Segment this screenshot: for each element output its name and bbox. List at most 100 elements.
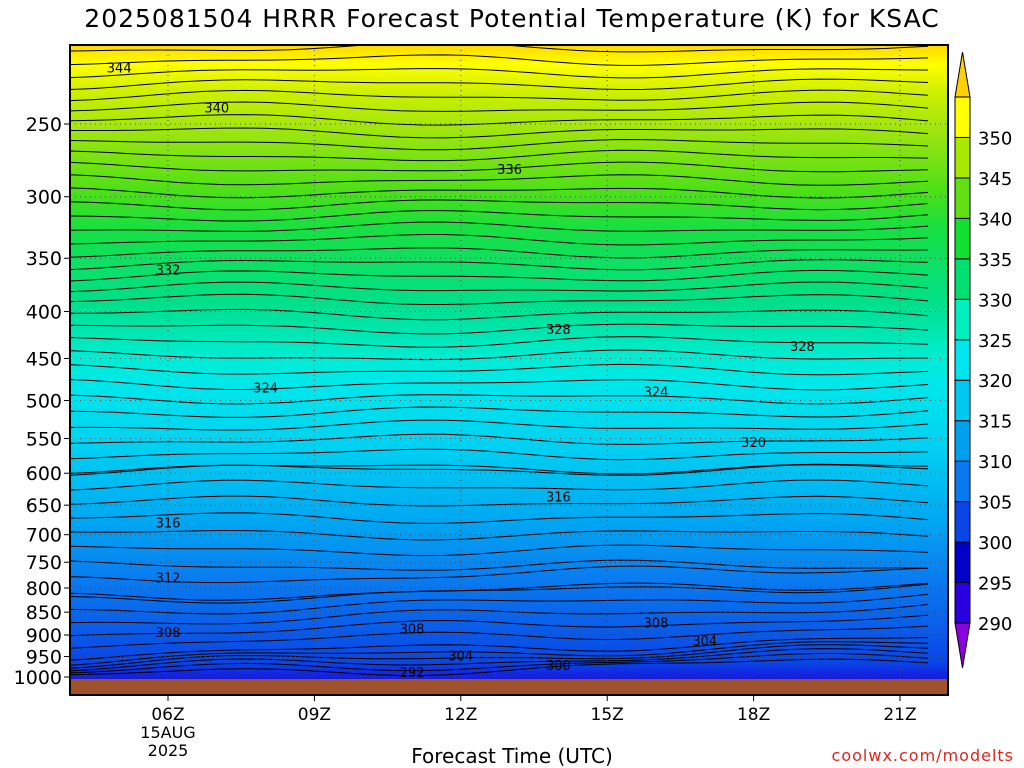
colorbar-label: 340 [978,209,1012,230]
y-tick-label: 450 [26,348,62,370]
contour-line [70,394,929,405]
ground-layer [70,679,948,695]
contour-line [70,54,929,66]
colorbar-bin [954,298,971,341]
colorbar-label: 295 [978,574,1012,595]
contour-line [70,593,929,615]
contour-line [70,101,929,112]
y-tick-label: 750 [26,552,62,574]
colorbar-label: 305 [978,493,1012,514]
colorbar-bin [954,217,971,260]
chart-title: 2025081504 HRRR Forecast Potential Tempe… [84,4,940,33]
y-tick-label: 300 [26,187,62,209]
contour-line [70,658,929,676]
source-credit: coolwx.com/modelts [831,746,1014,765]
colorbar-bin [954,136,971,179]
contour-line [70,653,929,674]
contour-line [70,512,929,524]
colorbar-bin [954,582,971,624]
contour-line [70,544,929,557]
colorbar-bin [954,420,971,462]
contour-label: 292 [400,666,425,681]
x-tick-label: 15Z [591,705,624,725]
x-tick-label: 18Z [737,705,770,725]
contour-line [70,149,929,162]
contour-line [70,419,929,431]
contour-line [70,323,929,335]
contour-line [70,648,929,672]
y-tick-label: 950 [26,647,62,669]
contour-label: 324 [253,382,278,397]
colorbar-bin [954,460,971,503]
y-tick-label: 600 [26,463,62,485]
y-tick-label: 1000 [14,667,62,689]
contour-line [70,78,929,90]
contour-line [70,363,929,376]
contour-label: 328 [546,323,571,338]
contour-line [70,89,929,102]
y-tick-label: 500 [26,391,62,413]
contour-line [70,259,929,271]
contour-label: 308 [644,616,669,631]
contour-line [70,269,929,282]
y-tick-label: 900 [26,625,62,647]
colorbar-label: 320 [978,371,1012,392]
colorbar-max-arrow [954,51,971,98]
colorbar-label: 345 [978,169,1012,190]
contour-label: 304 [448,650,473,665]
x-tick-label: 06Z [151,705,184,725]
contour-label: 300 [546,659,571,674]
contour-label: 344 [107,62,132,77]
colorbar-min-arrow [954,622,971,669]
contour-line [70,582,929,601]
colorbar: 290 295 300 305 310 315 320 325 330 335 340 345 350 [954,51,1012,669]
contour-line [70,379,929,391]
y-tick-label: 250 [26,114,62,136]
contour-line [70,281,929,293]
contour-line [70,127,929,139]
contour-line [70,221,929,232]
colorbar-label: 310 [978,452,1012,473]
contour-line [70,529,929,541]
contour-lines [70,45,929,676]
colorbar-bin [954,177,971,219]
contour-line [70,308,929,321]
contour-label: 320 [741,436,766,451]
y-tick-label: 850 [26,602,62,624]
contour-line [70,45,929,53]
y-tick-label: 700 [26,525,62,547]
contour-line [70,68,929,79]
y-tick-label: 350 [26,248,62,270]
contour-label: 340 [204,102,229,117]
plot-area: 344 340 336 332 328 328 324 324 320 316 316 312 308 3… [70,45,948,695]
contour-label: 312 [156,571,181,586]
contour-line [70,495,929,507]
contour-line [70,604,929,625]
contour-line [70,210,929,222]
contour-line [70,625,929,649]
contour-line [70,114,929,126]
plot-frame [69,44,949,696]
colorbar-label: 315 [978,412,1012,433]
contour-line [70,234,929,246]
colorbar-label: 325 [978,331,1012,352]
contour-label: 308 [400,622,425,637]
contour-line [70,174,929,186]
colorbar-bin [954,258,971,300]
axes: 2503003504004505005506006507007508008509… [14,44,949,760]
contour-line [70,637,929,661]
contour-label: 328 [790,340,815,355]
contour-line [70,199,929,211]
x-axis-label: Forecast Time (UTC) [411,744,613,768]
contour-line [70,559,929,571]
contour-line [70,641,929,666]
contour-line [70,644,929,669]
y-tick-label: 550 [26,429,62,451]
x-tick-label: 21Z [883,705,916,725]
contour-line [70,464,929,476]
contour-line [70,448,929,461]
colorbar-bin [954,339,971,381]
contour-label: 316 [156,517,181,532]
contour-line [70,433,929,445]
contour-line [70,614,929,637]
